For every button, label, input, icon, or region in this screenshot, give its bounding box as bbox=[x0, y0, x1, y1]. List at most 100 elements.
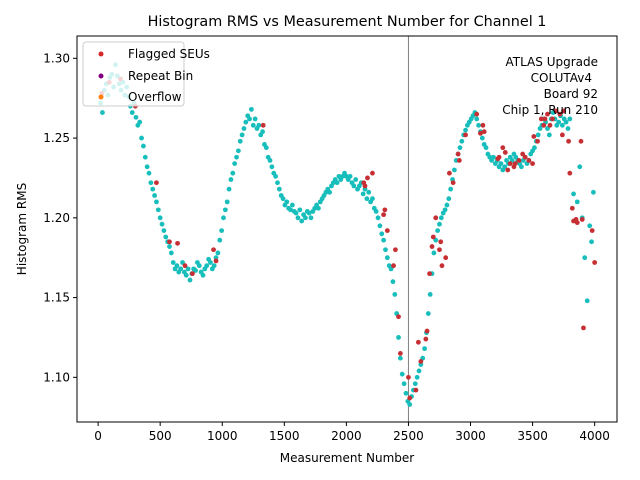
point-normal bbox=[403, 390, 409, 396]
point-flagged-seus bbox=[213, 258, 219, 264]
y-tick-label: 1.25 bbox=[43, 131, 70, 145]
point-flagged-seus bbox=[154, 180, 159, 186]
point-flagged-seus bbox=[397, 351, 403, 356]
point-flagged-seus bbox=[424, 328, 430, 334]
x-tick-label: 1500 bbox=[269, 429, 300, 443]
annotation-line: ATLAS Upgrade bbox=[505, 55, 598, 69]
point-normal bbox=[200, 272, 206, 278]
point-normal bbox=[448, 186, 454, 192]
point-flagged-seus bbox=[406, 374, 411, 380]
point-normal bbox=[157, 215, 163, 221]
point-normal bbox=[267, 158, 273, 163]
point-flagged-seus bbox=[561, 108, 567, 114]
point-flagged-seus bbox=[480, 122, 486, 128]
point-flagged-seus bbox=[450, 180, 456, 186]
point-normal bbox=[208, 260, 213, 265]
point-normal bbox=[446, 196, 452, 202]
point-flagged-seus bbox=[569, 205, 575, 211]
point-normal bbox=[167, 244, 172, 249]
x-tick-label: 3500 bbox=[517, 429, 548, 443]
point-flagged-seus bbox=[393, 247, 398, 253]
point-normal bbox=[289, 202, 295, 208]
point-normal bbox=[577, 164, 583, 170]
point-normal bbox=[498, 161, 504, 167]
point-normal bbox=[491, 154, 496, 160]
point-normal bbox=[187, 277, 193, 283]
point-normal bbox=[397, 355, 403, 361]
x-tick-label: 2500 bbox=[393, 429, 424, 443]
point-normal bbox=[370, 196, 375, 202]
point-normal bbox=[232, 161, 238, 167]
point-normal bbox=[237, 138, 243, 144]
point-normal bbox=[316, 205, 321, 211]
x-tick-label: 0 bbox=[94, 429, 102, 443]
legend-label-repeat: Repeat Bin bbox=[128, 69, 193, 83]
point-flagged-seus bbox=[456, 158, 462, 163]
point-normal bbox=[129, 110, 135, 115]
point-flagged-seus bbox=[370, 170, 375, 176]
point-normal bbox=[334, 180, 340, 186]
point-normal bbox=[308, 215, 314, 221]
point-flagged-seus bbox=[391, 263, 396, 269]
point-normal bbox=[174, 263, 180, 269]
point-normal bbox=[438, 215, 444, 221]
point-normal bbox=[142, 154, 148, 160]
point-flagged-seus bbox=[559, 132, 565, 138]
point-flagged-seus bbox=[418, 358, 424, 364]
point-flagged-seus bbox=[413, 387, 419, 393]
legend-marker-overflow bbox=[98, 94, 104, 100]
point-normal bbox=[589, 239, 594, 245]
point-normal bbox=[273, 173, 279, 179]
point-normal bbox=[148, 180, 154, 186]
point-normal bbox=[133, 114, 139, 120]
point-normal bbox=[183, 272, 189, 278]
point-normal bbox=[139, 135, 144, 141]
point-normal bbox=[239, 132, 245, 138]
point-flagged-seus bbox=[496, 154, 502, 160]
point-normal bbox=[379, 231, 385, 237]
point-normal bbox=[444, 202, 450, 208]
legend-marker-repeat bbox=[98, 73, 104, 79]
point-normal bbox=[375, 215, 381, 221]
point-normal bbox=[152, 193, 157, 198]
point-normal bbox=[392, 292, 398, 297]
run-annotation: ATLAS Upgrade COLUTAv4 Board 92 Chip 1, … bbox=[502, 55, 598, 117]
point-normal bbox=[463, 127, 468, 133]
point-flagged-seus bbox=[478, 130, 483, 136]
point-normal bbox=[280, 196, 286, 202]
point-normal bbox=[587, 223, 593, 229]
point-normal bbox=[567, 116, 573, 122]
point-flagged-seus bbox=[175, 240, 180, 246]
point-normal bbox=[252, 116, 258, 122]
x-tick-label: 1000 bbox=[207, 429, 238, 443]
point-normal bbox=[364, 196, 370, 202]
point-normal bbox=[476, 122, 481, 128]
point-normal bbox=[230, 170, 236, 176]
point-flagged-seus bbox=[362, 183, 368, 189]
annotation-line: COLUTAv4 bbox=[531, 71, 592, 85]
point-normal bbox=[556, 119, 562, 125]
point-normal bbox=[327, 189, 333, 195]
point-normal bbox=[377, 223, 383, 229]
point-normal bbox=[204, 263, 210, 269]
point-normal bbox=[256, 122, 262, 128]
annotation-line: Board 92 bbox=[544, 87, 598, 101]
point-normal bbox=[215, 250, 221, 256]
point-flagged-seus bbox=[505, 167, 511, 173]
point-normal bbox=[474, 116, 480, 122]
point-normal bbox=[535, 132, 541, 138]
point-flagged-seus bbox=[531, 134, 537, 139]
point-normal bbox=[217, 237, 223, 243]
point-flagged-seus bbox=[550, 116, 555, 122]
legend-box bbox=[82, 41, 185, 107]
point-flagged-seus bbox=[526, 158, 532, 163]
point-flagged-seus bbox=[542, 116, 548, 122]
point-normal bbox=[163, 234, 169, 240]
point-normal bbox=[582, 255, 588, 261]
x-tick-label: 500 bbox=[149, 429, 172, 443]
point-flagged-seus bbox=[574, 220, 580, 226]
point-normal bbox=[170, 260, 176, 265]
point-flagged-seus bbox=[260, 122, 266, 128]
legend-label-overflow: Overflow bbox=[128, 90, 182, 104]
